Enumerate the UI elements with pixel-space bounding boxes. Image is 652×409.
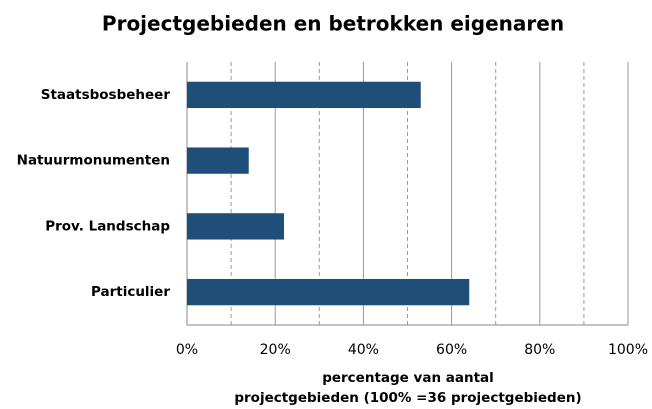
- bar: [187, 278, 470, 306]
- x-tick-label: 80%: [524, 342, 555, 358]
- y-tick-label: Natuurmonumenten: [17, 153, 170, 169]
- x-axis-label: projectgebieden (100% =36 projectgebiede…: [234, 390, 581, 406]
- y-tick-label: Particulier: [91, 284, 170, 300]
- x-tick-label: 100%: [608, 342, 648, 358]
- bar: [187, 213, 285, 240]
- x-tick-label: 20%: [260, 342, 291, 358]
- bar: [187, 147, 249, 174]
- x-tick-label: 60%: [436, 342, 467, 358]
- x-tick-label: 40%: [348, 342, 379, 358]
- chart-title: Projectgebieden en betrokken eigenaren: [102, 12, 564, 36]
- bar: [187, 81, 421, 109]
- y-tick-label: Staatsbosbeheer: [41, 87, 171, 103]
- x-tick-label: 0%: [176, 342, 198, 358]
- y-tick-label: Prov. Landschap: [45, 218, 170, 234]
- x-axis-label: percentage van aantal: [322, 370, 494, 386]
